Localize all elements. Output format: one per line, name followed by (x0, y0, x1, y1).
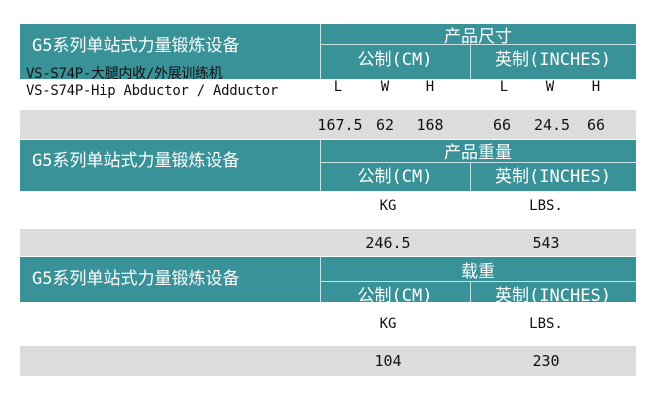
imperial-unit: LBS. (529, 198, 563, 214)
imperial-label: 英制(INCHES) (495, 50, 611, 70)
product-name: VS-S74P-大腿内收/外展训练机 VS-S74P-Hip Abductor … (26, 66, 278, 100)
metric-unit: KG (379, 316, 397, 332)
value-metric-w: 62 (375, 116, 395, 134)
imperial-unit: LBS. (529, 316, 563, 332)
weight-header (20, 140, 636, 191)
divider (320, 162, 636, 163)
divider (470, 281, 471, 302)
col-metric-h: H (425, 79, 435, 95)
series-title: G5系列单站式力量锻炼设备 (32, 269, 240, 289)
value-metric-h: 168 (416, 116, 444, 134)
imperial-value: 230 (532, 352, 560, 370)
col-metric-w: W (380, 79, 390, 95)
col-imperial-w: W (545, 79, 555, 95)
divider (320, 24, 321, 79)
weight-title: 产品重量 (444, 143, 512, 163)
divider (470, 162, 471, 191)
weight-values-row (20, 229, 636, 256)
value-imperial-l: 66 (492, 116, 512, 134)
divider (320, 44, 636, 45)
value-imperial-w: 24.5 (533, 116, 571, 134)
divider (320, 281, 636, 282)
imperial-value: 543 (532, 234, 560, 252)
col-imperial-l: L (499, 79, 509, 95)
dimensions-title: 产品尺寸 (444, 27, 512, 47)
dimensions-header (20, 24, 636, 79)
imperial-label: 英制(INCHES) (495, 286, 611, 306)
load-title: 载重 (461, 262, 495, 282)
series-title: G5系列单站式力量锻炼设备 (32, 36, 240, 56)
metric-label: 公制(CM) (357, 286, 433, 306)
imperial-label: 英制(INCHES) (495, 167, 611, 187)
metric-unit: KG (379, 198, 397, 214)
metric-label: 公制(CM) (357, 50, 433, 70)
series-title: G5系列单站式力量锻炼设备 (32, 151, 240, 171)
col-metric-l: L (333, 79, 343, 95)
col-imperial-h: H (591, 79, 601, 95)
product-name-cn: VS-S74P-大腿内收/外展训练机 (26, 66, 223, 82)
value-metric-l: 167.5 (317, 116, 363, 134)
value-imperial-h: 66 (586, 116, 606, 134)
dimensions-values-row (20, 110, 636, 139)
divider (320, 140, 321, 191)
metric-value: 246.5 (365, 234, 411, 252)
metric-value: 104 (374, 352, 402, 370)
metric-label: 公制(CM) (357, 167, 433, 187)
divider (470, 44, 471, 79)
load-values-row (20, 346, 636, 376)
product-name-en: VS-S74P-Hip Abductor / Adductor (26, 83, 278, 99)
divider (320, 257, 321, 302)
load-header (20, 257, 636, 302)
